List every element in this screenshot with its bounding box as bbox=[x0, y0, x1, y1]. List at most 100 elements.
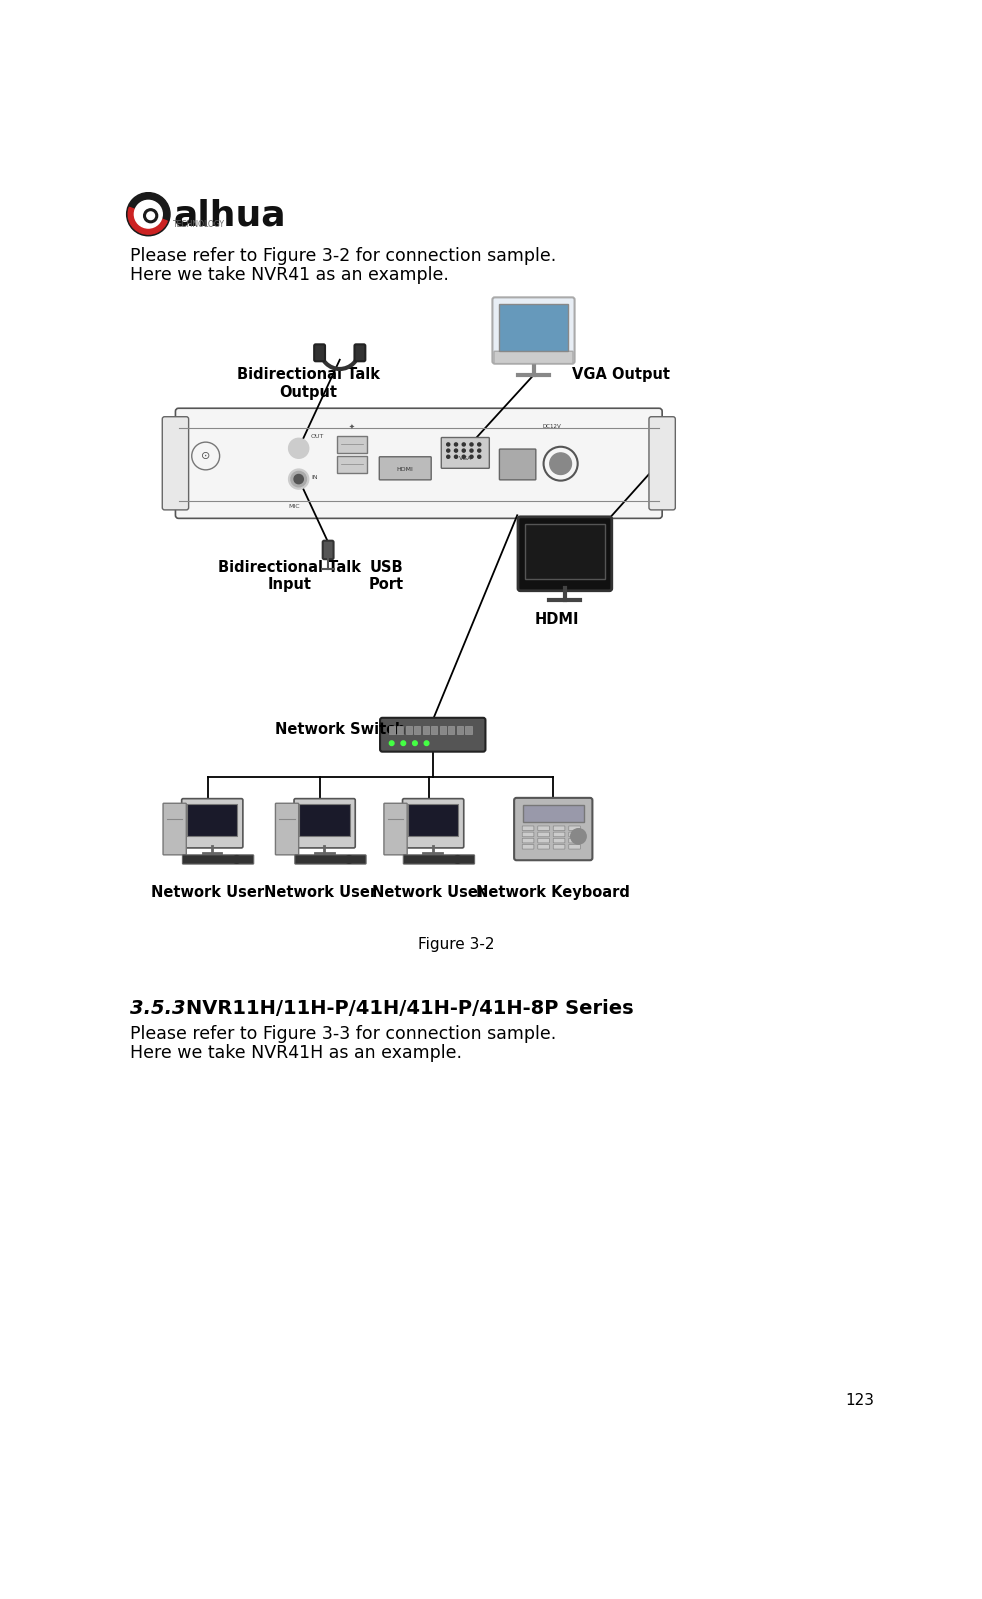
Circle shape bbox=[346, 855, 353, 863]
Circle shape bbox=[571, 828, 586, 844]
FancyBboxPatch shape bbox=[323, 540, 334, 560]
FancyBboxPatch shape bbox=[380, 718, 485, 752]
Circle shape bbox=[455, 456, 458, 459]
Text: Network Switch: Network Switch bbox=[275, 721, 405, 737]
Circle shape bbox=[463, 456, 465, 459]
Text: Figure 3-2: Figure 3-2 bbox=[417, 937, 494, 953]
FancyBboxPatch shape bbox=[525, 524, 605, 579]
FancyBboxPatch shape bbox=[294, 798, 355, 847]
Text: HDMI: HDMI bbox=[534, 611, 579, 627]
FancyBboxPatch shape bbox=[553, 844, 565, 849]
Circle shape bbox=[463, 443, 465, 446]
FancyBboxPatch shape bbox=[569, 838, 580, 843]
Text: Please refer to Figure 3-3 for connection sample.: Please refer to Figure 3-3 for connectio… bbox=[131, 1025, 557, 1043]
FancyBboxPatch shape bbox=[465, 726, 471, 734]
Circle shape bbox=[389, 740, 394, 745]
Circle shape bbox=[477, 456, 481, 459]
FancyBboxPatch shape bbox=[553, 827, 565, 830]
Text: Bidirectional Talk
Output: Bidirectional Talk Output bbox=[238, 368, 380, 400]
FancyBboxPatch shape bbox=[649, 417, 676, 510]
Text: Network Keyboard: Network Keyboard bbox=[476, 884, 629, 900]
Text: 3.5.3: 3.5.3 bbox=[131, 999, 187, 1019]
FancyBboxPatch shape bbox=[553, 831, 565, 836]
FancyBboxPatch shape bbox=[500, 449, 536, 480]
Text: Please refer to Figure 3-2 for connection sample.: Please refer to Figure 3-2 for connectio… bbox=[131, 248, 557, 265]
Text: NVR11H/11H-P/41H/41H-P/41H-8P Series: NVR11H/11H-P/41H/41H-P/41H-8P Series bbox=[187, 999, 634, 1019]
Circle shape bbox=[477, 449, 481, 453]
FancyBboxPatch shape bbox=[404, 855, 474, 863]
FancyBboxPatch shape bbox=[492, 297, 574, 363]
Circle shape bbox=[127, 192, 170, 235]
FancyBboxPatch shape bbox=[422, 726, 429, 734]
Circle shape bbox=[289, 438, 308, 459]
Circle shape bbox=[135, 200, 162, 229]
Text: ✦: ✦ bbox=[350, 424, 355, 429]
FancyBboxPatch shape bbox=[441, 438, 489, 469]
FancyBboxPatch shape bbox=[406, 726, 411, 734]
FancyBboxPatch shape bbox=[569, 844, 580, 849]
FancyBboxPatch shape bbox=[408, 804, 459, 836]
FancyBboxPatch shape bbox=[182, 798, 243, 847]
Circle shape bbox=[401, 740, 406, 745]
FancyBboxPatch shape bbox=[414, 726, 420, 734]
FancyBboxPatch shape bbox=[384, 803, 408, 855]
FancyBboxPatch shape bbox=[538, 827, 549, 830]
FancyBboxPatch shape bbox=[569, 827, 580, 830]
FancyBboxPatch shape bbox=[538, 844, 549, 849]
Text: IN: IN bbox=[311, 475, 318, 480]
Circle shape bbox=[470, 449, 473, 453]
FancyBboxPatch shape bbox=[275, 803, 299, 855]
Circle shape bbox=[291, 441, 306, 456]
Circle shape bbox=[447, 449, 450, 453]
FancyBboxPatch shape bbox=[515, 798, 592, 860]
FancyBboxPatch shape bbox=[522, 838, 534, 843]
FancyBboxPatch shape bbox=[403, 798, 464, 847]
FancyBboxPatch shape bbox=[553, 838, 565, 843]
FancyBboxPatch shape bbox=[163, 803, 187, 855]
FancyBboxPatch shape bbox=[522, 827, 534, 830]
Text: VGA: VGA bbox=[459, 456, 472, 462]
Circle shape bbox=[463, 449, 465, 453]
Text: 123: 123 bbox=[846, 1393, 875, 1409]
FancyBboxPatch shape bbox=[379, 457, 431, 480]
FancyBboxPatch shape bbox=[457, 726, 463, 734]
FancyBboxPatch shape bbox=[440, 726, 446, 734]
FancyBboxPatch shape bbox=[522, 831, 534, 836]
Text: Network User: Network User bbox=[151, 884, 264, 900]
Circle shape bbox=[294, 475, 303, 484]
Text: TECHNOLOGY: TECHNOLOGY bbox=[173, 219, 225, 229]
FancyBboxPatch shape bbox=[338, 456, 367, 473]
Circle shape bbox=[455, 449, 458, 453]
FancyBboxPatch shape bbox=[500, 304, 568, 350]
Text: HDMI: HDMI bbox=[397, 467, 413, 472]
Circle shape bbox=[470, 443, 473, 446]
FancyBboxPatch shape bbox=[518, 516, 612, 590]
Circle shape bbox=[477, 443, 481, 446]
Text: MIC: MIC bbox=[289, 504, 300, 508]
FancyBboxPatch shape bbox=[300, 804, 350, 836]
FancyBboxPatch shape bbox=[431, 726, 437, 734]
FancyBboxPatch shape bbox=[522, 844, 534, 849]
Wedge shape bbox=[129, 208, 167, 233]
FancyBboxPatch shape bbox=[569, 831, 580, 836]
FancyBboxPatch shape bbox=[538, 838, 549, 843]
Circle shape bbox=[470, 456, 473, 459]
Text: Bidirectional Talk
Input: Bidirectional Talk Input bbox=[218, 560, 360, 592]
Circle shape bbox=[550, 453, 572, 475]
FancyBboxPatch shape bbox=[188, 804, 238, 836]
Circle shape bbox=[447, 456, 450, 459]
FancyBboxPatch shape bbox=[176, 408, 662, 518]
Circle shape bbox=[447, 443, 450, 446]
FancyBboxPatch shape bbox=[295, 855, 366, 863]
Circle shape bbox=[143, 209, 158, 222]
Text: USB
Port: USB Port bbox=[368, 560, 404, 592]
FancyBboxPatch shape bbox=[522, 804, 584, 822]
FancyBboxPatch shape bbox=[338, 437, 367, 453]
Text: Network User: Network User bbox=[264, 884, 377, 900]
Text: Here we take NVR41 as an example.: Here we take NVR41 as an example. bbox=[131, 265, 450, 283]
Text: OUT: OUT bbox=[311, 435, 324, 440]
Circle shape bbox=[289, 469, 308, 489]
Text: VGA Output: VGA Output bbox=[573, 368, 671, 382]
Text: Here we take NVR41H as an example.: Here we take NVR41H as an example. bbox=[131, 1044, 463, 1062]
FancyBboxPatch shape bbox=[162, 417, 189, 510]
